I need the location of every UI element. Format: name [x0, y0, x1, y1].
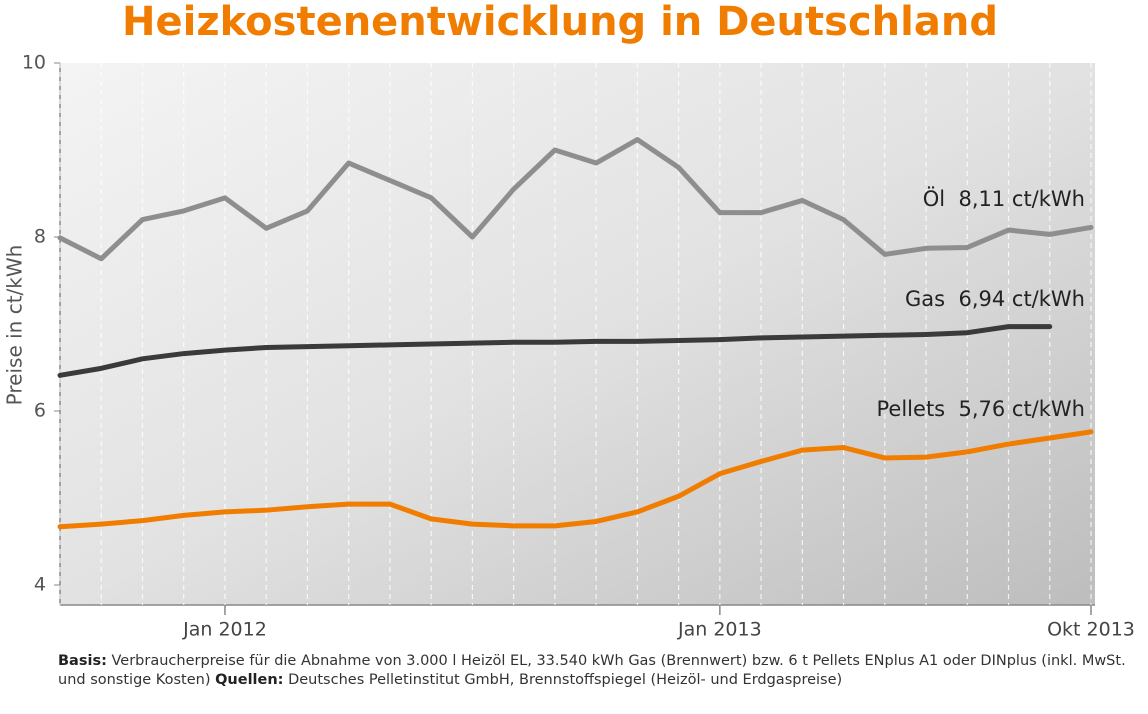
y-tick-label: 8 [34, 226, 46, 248]
series-label: Gas 6,94 ct/kWh [905, 287, 1085, 311]
series-label: Pellets 5,76 ct/kWh [877, 397, 1085, 421]
y-tick-label: 10 [22, 52, 46, 74]
y-tick-label: 4 [34, 574, 46, 596]
chart-title: Heizkostenentwicklung in Deutschland [122, 0, 998, 45]
note-text: Deutsches Pelletinstitut GmbH, Brennstof… [283, 672, 843, 688]
y-axis-label: Preise in ct/kWh [3, 245, 27, 406]
note-heading: Basis: [58, 653, 107, 669]
note-text: Verbraucherpreise für die Abnahme von 3.… [58, 653, 1126, 688]
line-series [57, 324, 1053, 378]
x-tick-label: Okt 2013 [1047, 619, 1135, 641]
x-tick-label: Jan 2012 [182, 619, 267, 641]
series-label: Öl 8,11 ct/kWh [923, 186, 1085, 211]
line-series [57, 429, 1094, 530]
y-tick-label: 6 [34, 400, 46, 422]
chart: Heizkostenentwicklung in Deutschland Pre… [3, 0, 1135, 641]
line-series [57, 137, 1094, 262]
note-heading: Quellen: [215, 672, 284, 688]
footnote: Basis: Verbraucherpreise für die Abnahme… [58, 652, 1138, 690]
x-tick-label: Jan 2013 [677, 619, 762, 641]
